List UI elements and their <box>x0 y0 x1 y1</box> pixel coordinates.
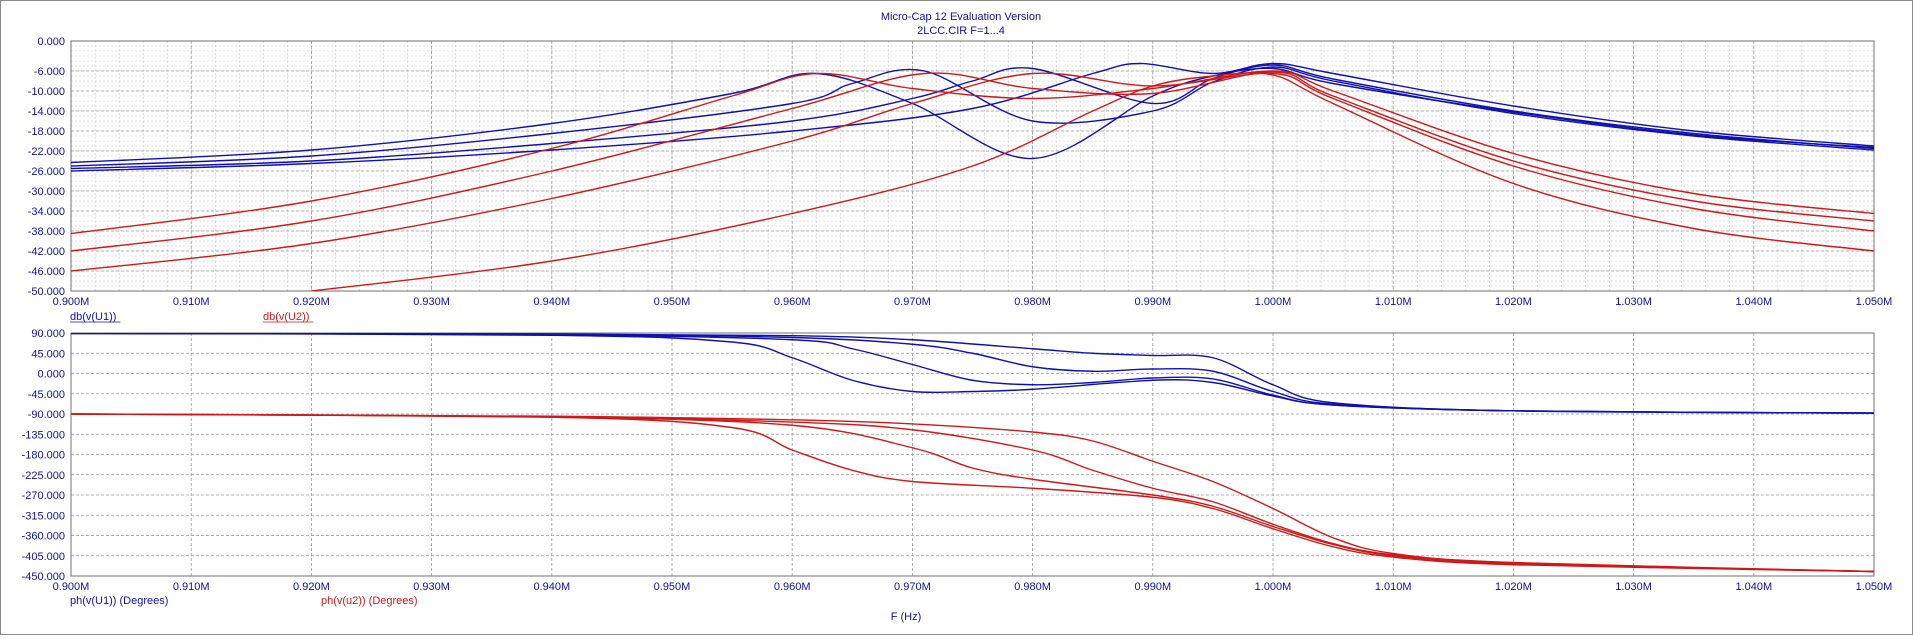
magnitude-plot-series-line-6 <box>71 72 1874 272</box>
x-axis-label: F (Hz) <box>891 611 922 623</box>
magnitude-plot-series-line-3 <box>71 62 1874 172</box>
phase-plot-y-tick-label: -180.000 <box>22 450 65 462</box>
phase-plot-series-line-7 <box>71 413 1874 573</box>
phase-plot-x-tick-label: 1.040M <box>1735 581 1772 593</box>
phase-plot-x-tick-label: 0.960M <box>774 581 811 593</box>
magnitude-plot-legend-label: db(v(U2)) <box>263 311 309 323</box>
phase-plot-x-tick-label: 0.910M <box>173 581 210 593</box>
magnitude-plot-x-tick-label: 0.970M <box>894 296 931 308</box>
phase-plot-x-tick-label: 0.980M <box>1014 581 1051 593</box>
phase-plot-x-tick-label: 1.030M <box>1615 581 1652 593</box>
magnitude-plot-series-line-0 <box>71 67 1874 164</box>
magnitude-plot-y-tick-label: -10.000 <box>28 86 65 98</box>
magnitude-plot-x-tick-label: 0.900M <box>53 296 90 308</box>
phase-plot-series-line-3 <box>71 333 1874 414</box>
magnitude-plot-series-line-1 <box>71 66 1874 167</box>
magnitude-plot-series-line-2 <box>71 64 1874 170</box>
phase-plot-x-tick-label: 0.950M <box>654 581 691 593</box>
magnitude-plot-x-tick-label: 0.920M <box>293 296 330 308</box>
magnitude-plot-legend-label: db(v(U1)) <box>70 311 116 323</box>
magnitude-plot-y-tick-label: -38.000 <box>28 226 65 238</box>
magnitude-plot-series-line-5 <box>71 71 1874 252</box>
magnitude-plot-x-tick-label: 0.930M <box>413 296 450 308</box>
phase-plot-legend-label: ph(v(U1)) (Degrees) <box>70 595 168 607</box>
chart-subtitle: 2LCC.CIR F=1...4 <box>917 25 1005 37</box>
magnitude-plot-y-tick-label: -26.000 <box>28 166 65 178</box>
phase-plot-y-tick-label: -315.000 <box>22 510 65 522</box>
phase-plot-y-tick-label: -225.000 <box>22 470 65 482</box>
magnitude-plot-y-tick-label: -14.000 <box>28 106 65 118</box>
phase-plot-x-tick-label: 0.970M <box>894 581 931 593</box>
phase-plot-x-tick-label: 1.050M <box>1856 581 1893 593</box>
phase-plot-x-tick-label: 0.920M <box>293 581 330 593</box>
phase-plot-y-tick-label: -135.000 <box>22 429 65 441</box>
phase-plot-y-tick-label: -450.000 <box>22 571 65 583</box>
phase-plot-y-tick-label: -90.000 <box>28 409 65 421</box>
magnitude-plot-y-tick-label: -30.000 <box>28 186 65 198</box>
magnitude-plot-y-tick-label: -50.000 <box>28 286 65 298</box>
magnitude-plot-x-tick-label: 1.010M <box>1375 296 1412 308</box>
magnitude-plot-x-tick-label: 0.990M <box>1134 296 1171 308</box>
magnitude-plot-y-tick-label: -34.000 <box>28 206 65 218</box>
phase-plot-y-tick-label: -45.000 <box>28 389 65 401</box>
magnitude-plot-y-tick-label: -18.000 <box>28 126 65 138</box>
magnitude-plot-x-tick-label: 1.050M <box>1856 296 1893 308</box>
phase-plot-x-tick-label: 1.000M <box>1255 581 1292 593</box>
magnitude-plot-series-line-4 <box>71 70 1874 235</box>
phase-plot-y-tick-label: -270.000 <box>22 490 65 502</box>
magnitude-plot-x-tick-label: 0.950M <box>654 296 691 308</box>
magnitude-plot-series-line-7 <box>311 72 1874 291</box>
phase-plot-frame <box>70 332 1875 577</box>
phase-plot-y-tick-label: -405.000 <box>22 551 65 563</box>
phase-plot-y-tick-label: 45.000 <box>31 348 65 360</box>
phase-plot-x-tick-label: 1.010M <box>1375 581 1412 593</box>
magnitude-plot-y-tick-label: -42.000 <box>28 246 65 258</box>
phase-plot-x-tick-label: 0.900M <box>53 581 90 593</box>
magnitude-plot-x-tick-label: 0.910M <box>173 296 210 308</box>
chart-title: Micro-Cap 12 Evaluation Version <box>881 11 1041 23</box>
phase-plot-x-tick-label: 1.020M <box>1495 581 1532 593</box>
phase-plot-y-tick-label: -360.000 <box>22 531 65 543</box>
phase-plot-legend-label: ph(v(u2)) (Degrees) <box>321 595 418 607</box>
magnitude-plot-x-tick-label: 0.980M <box>1014 296 1051 308</box>
phase-plot-x-tick-label: 0.990M <box>1134 581 1171 593</box>
magnitude-plot-x-tick-label: 1.000M <box>1255 296 1292 308</box>
magnitude-plot-x-tick-label: 1.030M <box>1615 296 1652 308</box>
phase-plot-y-tick-label: 0.000 <box>37 369 65 381</box>
phase-plot-y-tick-label: 90.000 <box>31 328 65 340</box>
phase-plot-x-tick-label: 0.930M <box>413 581 450 593</box>
magnitude-plot-y-tick-label: -46.000 <box>28 266 65 278</box>
phase-plot-series-line-6 <box>71 413 1874 573</box>
magnitude-plot-x-tick-label: 0.960M <box>774 296 811 308</box>
magnitude-plot-y-tick-label: -22.000 <box>28 146 65 158</box>
phase-plot-x-tick-label: 0.940M <box>533 581 570 593</box>
magnitude-plot-x-tick-label: 0.940M <box>533 296 570 308</box>
magnitude-plot-y-tick-label: 0.000 <box>37 36 65 48</box>
magnitude-plot-x-tick-label: 1.040M <box>1735 296 1772 308</box>
magnitude-plot-x-tick-label: 1.020M <box>1495 296 1532 308</box>
magnitude-plot-y-tick-label: -6.000 <box>34 66 65 78</box>
